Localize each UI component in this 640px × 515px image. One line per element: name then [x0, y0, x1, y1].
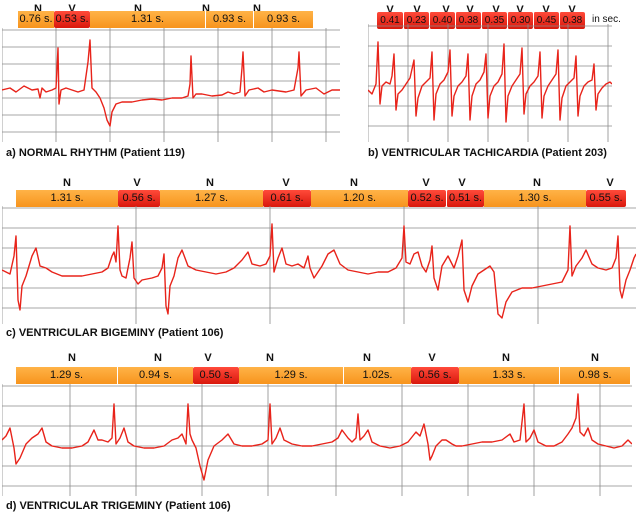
beat-label: V — [133, 177, 141, 189]
interval-segment: 0.50 s. — [193, 367, 239, 384]
beat-label: V — [492, 4, 500, 16]
beat-labels: V V V V V V V V — [360, 4, 640, 16]
interval-segment: 0.56 s. — [411, 367, 459, 384]
interval-segment: 1.33 s. — [459, 367, 559, 384]
beat-labels: N N V N N V N N — [0, 352, 640, 364]
ecg-strip — [2, 206, 636, 324]
beat-label: N — [266, 352, 274, 364]
interval-segment: 0.30 — [507, 12, 533, 29]
interval-segment: 0.41 — [377, 12, 403, 29]
panel-caption: c) VENTRICULAR BIGEMINY (Patient 106) — [6, 327, 224, 339]
interval-segment: 1.31 s. — [90, 11, 205, 28]
beat-label: V — [422, 177, 430, 189]
beat-label: V — [458, 177, 466, 189]
beat-label: N — [502, 352, 510, 364]
panel-caption: b) VENTRICULAR TACHICARDIA (Patient 203) — [368, 147, 607, 159]
beat-label: V — [413, 4, 421, 16]
interval-segment: 0.98 s. — [559, 367, 630, 384]
interval-segment: 0.61 s. — [263, 190, 311, 207]
beat-label: N — [206, 177, 214, 189]
interval-segment: 0.94 s. — [117, 367, 193, 384]
interval-segment: 1.20 s. — [311, 190, 408, 207]
ecg-strip — [2, 384, 632, 496]
ecg-trace — [368, 41, 612, 123]
interval-segment: 0.38 — [559, 12, 585, 29]
beat-labels: N V N V N V V N V — [0, 177, 640, 189]
interval-segment: 0.76 s. — [18, 11, 54, 28]
beat-label: V — [466, 4, 474, 16]
grid — [2, 28, 340, 142]
interval-segment: 1.29 s. — [16, 367, 117, 384]
grid — [2, 384, 632, 496]
ecg-strip — [2, 28, 340, 142]
ecg-trace — [2, 39, 340, 127]
interval-segment: 0.93 s. — [205, 11, 253, 28]
interval-segment: 1.02s. — [343, 367, 411, 384]
beat-label: V — [428, 352, 436, 364]
interval-segment: 1.30 s. — [484, 190, 586, 207]
beat-label: N — [68, 352, 76, 364]
ecg-strip — [368, 24, 612, 142]
grid — [2, 206, 636, 324]
beat-label: N — [350, 177, 358, 189]
panel-d: N N V N N V N N 1.29 s. 0.94 s. 0.50 s. … — [0, 348, 640, 515]
beat-label: N — [253, 3, 261, 15]
beat-label: V — [282, 177, 290, 189]
beat-labels: N V N N N — [0, 3, 340, 15]
beat-label: N — [34, 3, 42, 15]
beat-label: N — [533, 177, 541, 189]
interval-bar: 0.76 s. 0.53 s. 1.31 s. 0.93 s. 0.93 s. — [18, 11, 340, 28]
ecg-trace — [2, 393, 632, 481]
interval-segment: 0.51 s. — [446, 190, 484, 207]
beat-label: N — [154, 352, 162, 364]
panel-a: N V N N N 0.76 s. 0.53 s. 1.31 s. 0.93 s… — [0, 0, 340, 160]
interval-segment: 0.45 — [533, 12, 559, 29]
beat-label: V — [442, 4, 450, 16]
beat-label: V — [516, 4, 524, 16]
grid — [368, 24, 612, 142]
beat-label: N — [591, 352, 599, 364]
interval-segment: 0.40 — [429, 12, 455, 29]
beat-label: V — [542, 4, 550, 16]
unit-label: in sec. — [592, 14, 621, 25]
beat-label: N — [363, 352, 371, 364]
interval-segment: 1.27 s. — [160, 190, 263, 207]
ecg-trace — [2, 223, 636, 319]
panel-c: N V N V N V V N V 1.31 s. 0.56 s. 1.27 s… — [0, 172, 640, 342]
interval-segment: 0.52 s. — [408, 190, 446, 207]
interval-segment: 0.23 — [403, 12, 429, 29]
interval-segment: 0.38 — [455, 12, 481, 29]
panel-caption: d) VENTRICULAR TRIGEMINY (Patient 106) — [6, 500, 231, 512]
beat-label: V — [68, 3, 76, 15]
beat-label: N — [63, 177, 71, 189]
beat-label: N — [134, 3, 142, 15]
interval-segment: 0.93 s. — [253, 11, 313, 28]
interval-bar: 1.31 s. 0.56 s. 1.27 s. 0.61 s. 1.20 s. … — [16, 190, 626, 207]
beat-label: V — [606, 177, 614, 189]
interval-segment: 1.31 s. — [16, 190, 118, 207]
interval-bar: 0.41 0.23 0.40 0.38 0.35 0.30 0.45 0.38 — [377, 12, 587, 29]
interval-segment: 0.55 s. — [586, 190, 626, 207]
interval-bar: 1.29 s. 0.94 s. 0.50 s. 1.29 s. 1.02s. 0… — [16, 367, 630, 384]
interval-segment: 0.53 s. — [54, 11, 90, 28]
interval-segment: 0.56 s. — [118, 190, 160, 207]
beat-label: V — [568, 4, 576, 16]
beat-label: V — [386, 4, 394, 16]
interval-segment: 1.29 s. — [239, 367, 343, 384]
beat-label: N — [202, 3, 210, 15]
beat-label: V — [204, 352, 212, 364]
interval-segment: 0.35 — [481, 12, 507, 29]
panel-caption: a) NORMAL RHYTHM (Patient 119) — [6, 147, 185, 159]
panel-b: V V V V V V V V 0.41 0.23 0.40 0.38 0.35… — [360, 0, 640, 165]
